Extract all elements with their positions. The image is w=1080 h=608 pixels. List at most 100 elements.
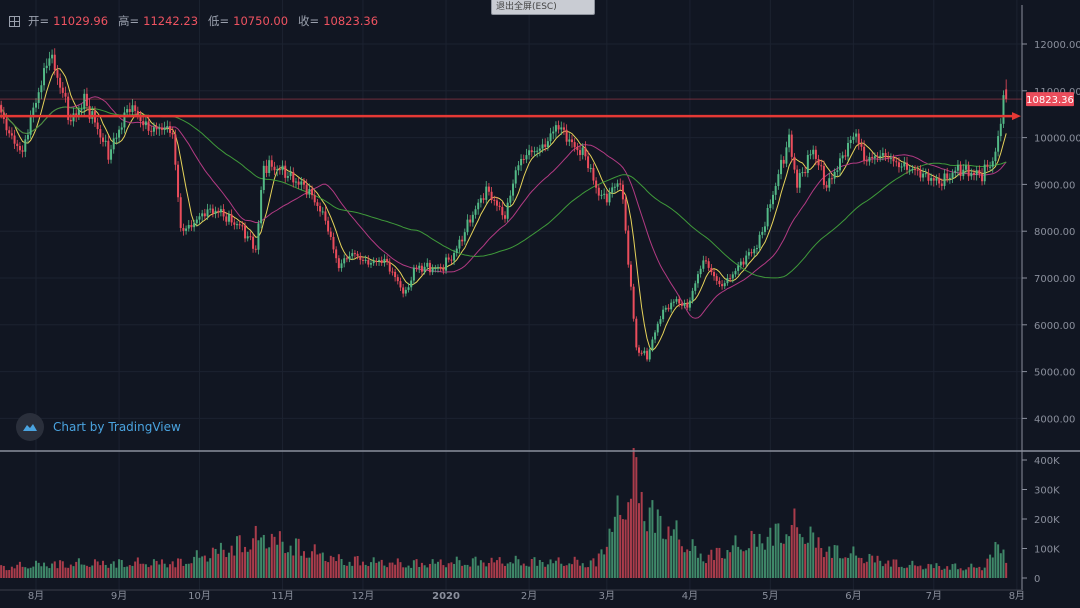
volume-bar <box>557 557 560 578</box>
exit-fullscreen-button[interactable]: 退出全屏(ESC) <box>491 0 595 15</box>
candle-body <box>102 137 104 142</box>
volume-bar <box>624 519 627 578</box>
volume-bar <box>402 567 405 578</box>
volume-bar <box>53 561 56 578</box>
volume-bar <box>487 562 490 578</box>
volume-bar <box>375 562 378 578</box>
volume-bar <box>455 556 458 578</box>
volume-bar <box>986 558 989 578</box>
time-tick: 12月 <box>352 590 375 602</box>
volume-bar <box>889 566 892 578</box>
volume-bar <box>91 565 94 578</box>
volume-bar <box>490 557 493 578</box>
candle-body <box>847 142 850 157</box>
candle-body <box>198 216 201 220</box>
candle-body <box>616 183 619 187</box>
volume-bar <box>217 553 220 578</box>
volume-bar <box>193 556 196 578</box>
volume-bar <box>619 514 622 578</box>
candle-body <box>169 126 171 133</box>
candle-body <box>388 262 391 272</box>
candle-body <box>833 171 836 179</box>
volume-bar <box>737 546 740 578</box>
candle-body <box>772 194 774 205</box>
volume-tick: 400K <box>1034 456 1060 467</box>
candle-body <box>284 165 287 178</box>
open-value: 11029.96 <box>53 14 109 28</box>
candle-body <box>964 165 967 170</box>
price-tick: 10000.00 <box>1034 134 1080 145</box>
candle-body <box>611 187 614 193</box>
volume-bar <box>18 561 21 578</box>
candle-body <box>705 260 707 262</box>
candle-body <box>940 183 943 186</box>
volume-bar <box>654 532 657 578</box>
volume-bar <box>485 566 488 578</box>
candle-body <box>959 164 962 177</box>
candle-body <box>710 267 713 273</box>
candle-body <box>793 156 796 170</box>
candle-body <box>686 303 689 308</box>
candle-body <box>978 170 981 175</box>
tradingview-watermark[interactable]: Chart by TradingView <box>16 413 181 441</box>
candle-body <box>520 158 523 166</box>
volume-bar <box>118 559 121 578</box>
candle-body <box>268 160 271 173</box>
candle-body <box>407 287 410 290</box>
candle-body <box>758 234 761 249</box>
volume-bar <box>177 558 180 578</box>
candle-body <box>297 181 300 185</box>
volume-bar <box>59 560 62 578</box>
volume-bar <box>541 562 544 578</box>
candle-body <box>672 301 675 303</box>
candle-body <box>560 127 563 130</box>
time-tick: 11月 <box>271 590 294 602</box>
candle-body <box>115 137 118 139</box>
candle-body <box>621 184 624 200</box>
time-tick: 7月 <box>926 590 942 602</box>
volume-bar <box>297 538 300 578</box>
plus-square-icon[interactable] <box>9 15 20 27</box>
volume-tick: 300K <box>1034 486 1060 497</box>
volume-bar <box>860 557 863 578</box>
volume-bar <box>378 561 381 578</box>
volume-bar <box>276 544 279 578</box>
candle-body <box>884 153 887 158</box>
volume-bar <box>21 566 24 578</box>
high-label: 高= <box>118 14 140 28</box>
volume-bar <box>731 545 734 578</box>
candle-body <box>699 268 702 275</box>
volume-bar <box>13 568 16 578</box>
volume-bar <box>581 563 584 578</box>
candle-body <box>997 136 1000 152</box>
candle-body <box>1002 95 1005 124</box>
volume-bar <box>225 557 228 578</box>
volume-bar <box>562 565 565 578</box>
volume-bar <box>726 550 729 578</box>
volume-bar <box>927 563 930 578</box>
volume-bar <box>879 560 882 578</box>
volume-bar <box>705 563 707 578</box>
candle-body <box>410 280 413 288</box>
volume-bar <box>739 549 742 578</box>
candle-body <box>227 214 230 222</box>
candle-body <box>651 339 654 350</box>
volume-bar <box>1005 562 1008 578</box>
volume-bar <box>616 495 619 578</box>
candle-body <box>648 349 651 360</box>
volume-bar <box>922 569 925 578</box>
volume-bar <box>804 543 807 578</box>
volume-bar <box>817 537 820 578</box>
candle-body <box>375 260 378 262</box>
candle-body <box>554 125 557 132</box>
volume-bar <box>190 563 193 578</box>
candle-body <box>136 110 139 116</box>
volume-bar <box>857 557 860 578</box>
candle-body <box>18 145 21 151</box>
candle-body <box>627 230 630 265</box>
volume-bar <box>565 565 568 578</box>
close-label: 收= <box>298 14 320 28</box>
candle-body <box>806 154 809 173</box>
volume-bar <box>892 559 895 578</box>
